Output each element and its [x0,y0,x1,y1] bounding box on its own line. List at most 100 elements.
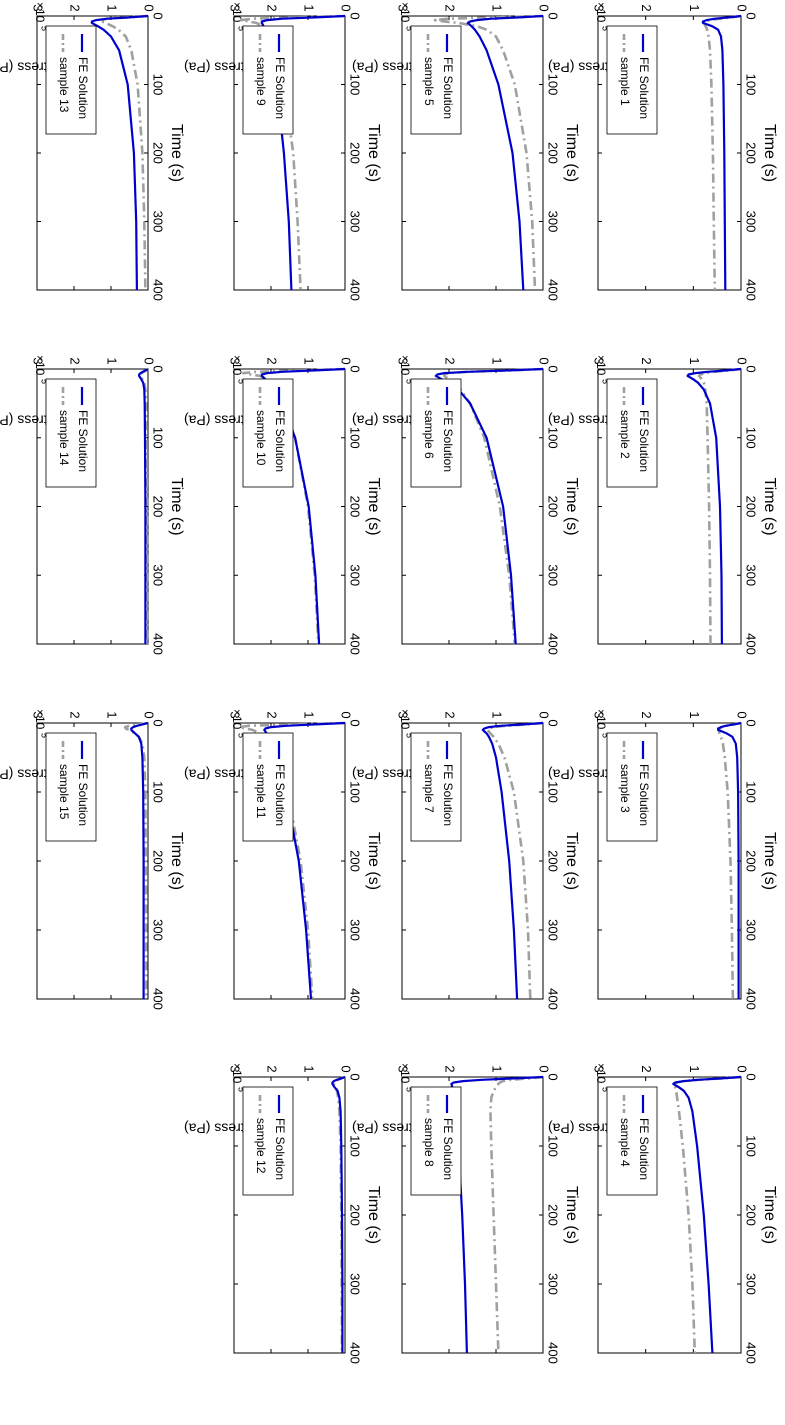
y-multiplier: ×10 5 [33,709,50,738]
series-sample-line [238,721,346,1000]
x-axis-label: Time (s) [365,1186,382,1244]
y-multiplier-base: ×10 [594,709,608,730]
y-multiplier-exp: 5 [237,733,247,738]
x-tick-label: 0 [348,719,363,726]
y-axis-label: Stress (Pa) [548,1120,618,1136]
x-tick-label: 0 [744,719,759,726]
y-tick-label: 3 [592,4,607,11]
y-tick-label: 3 [592,1065,607,1072]
series-fe-line [686,367,742,645]
x-tick-label: 0 [546,12,561,19]
legend-label: sample 15 [57,764,71,820]
x-tick-label: 300 [744,919,759,941]
y-multiplier: ×10 5 [398,355,415,384]
y-tick-label: 0 [537,1065,552,1072]
x-tick-label: 100 [151,427,166,449]
x-tick-label: 300 [348,564,363,586]
y-multiplier-base: ×10 [230,709,244,730]
legend-label: sample 4 [618,1118,632,1167]
x-tick-label: 200 [151,850,166,872]
chart-panel-13: 0 100 200 300 400 0 1 2 3 Time (s) Stress (Pa) ×10 5… [0,2,185,301]
legend: sample 9 FE Solution [242,25,294,135]
y-axis-label: Stress (Pa) [0,412,57,428]
y-multiplier: ×10 5 [33,2,50,31]
x-tick-label: 200 [151,496,166,518]
legend-label: sample 11 [254,764,268,819]
x-axis-label: Time (s) [563,1186,580,1244]
y-axis-label: Stress (Pa) [184,412,254,428]
y-tick-label: 1 [105,711,120,718]
y-multiplier-base: ×10 [398,709,412,730]
series-fe-line [716,721,742,999]
y-tick-label: 2 [68,711,83,718]
legend-label: sample 13 [57,57,71,113]
series-fe-line [331,1075,346,1353]
x-tick-label: 0 [744,1073,759,1080]
y-multiplier: ×10 5 [594,355,611,384]
legend: sample 2 FE Solution [606,378,658,488]
legend-label: sample 3 [618,764,632,813]
y-multiplier: ×10 5 [398,1063,415,1092]
chart-panel-6: 0 100 200 300 400 0 1 2 3 Time (s) Stress (Pa) ×10 5… [352,355,580,655]
chart-panel-9: 0 100 200 300 400 0 1 2 3 Time (s) Stress (Pa) ×10 5… [184,2,382,301]
y-multiplier-exp: 5 [601,1087,611,1092]
y-axis-label: Stress (Pa) [352,766,422,782]
chart-panel-7: 0 100 200 300 400 0 1 2 3 Time (s) Stress (Pa) ×10 5… [352,709,580,1010]
legend-label: FE Solution [76,410,90,472]
x-tick-label: 200 [744,1204,759,1226]
legend-box [410,1086,462,1196]
y-multiplier-exp: 5 [237,1087,247,1092]
legend: sample 7 FE Solution [410,732,462,842]
x-tick-label: 400 [348,633,363,655]
series-fe-line [481,721,544,1000]
y-tick-label: 2 [639,711,654,718]
chart-panel-15: 0 100 200 300 400 0 1 2 3 Time (s) Stress (Pa) ×10 5… [0,709,185,1010]
chart-panel-10: 0 100 200 300 400 0 1 2 3 Time (s) Stress (Pa) ×10 5… [184,355,382,655]
x-tick-label: 200 [348,1204,363,1226]
y-multiplier-exp: 5 [601,733,611,738]
legend: sample 8 FE Solution [410,1086,462,1196]
x-axis-label: Time (s) [563,124,580,182]
legend-label: sample 2 [618,410,632,459]
y-tick-label: 1 [490,711,505,718]
y-multiplier-base: ×10 [33,2,47,23]
y-tick-label: 3 [31,357,46,364]
x-tick-label: 300 [151,919,166,941]
legend-label: FE Solution [637,1118,651,1180]
legend: sample 15 FE Solution [45,732,97,842]
x-tick-label: 100 [744,1135,759,1157]
x-tick-label: 0 [151,12,166,19]
chart-panel-11: 0 100 200 300 400 0 1 2 3 Time (s) Stress (Pa) ×10 5… [184,709,382,1010]
legend-box [45,732,97,842]
x-axis-label: Time (s) [365,832,382,890]
y-tick-label: 1 [302,357,317,364]
x-tick-label: 0 [151,719,166,726]
y-multiplier-exp: 5 [237,26,247,31]
chart-panel-5: 0 100 200 300 400 0 1 2 3 Time (s) Stress (Pa) ×10 5… [352,2,580,301]
x-tick-label: 200 [546,1204,561,1226]
y-tick-label: 2 [639,4,654,11]
x-tick-label: 300 [546,1273,561,1295]
legend-label: FE Solution [637,410,651,472]
y-tick-label: 1 [687,1065,702,1072]
legend-label: sample 6 [422,410,436,459]
chart-panel-1: 0 100 200 300 400 0 1 2 3 Time (s) Stress (Pa) ×10 5… [548,2,778,301]
y-multiplier-base: ×10 [398,2,412,23]
legend-label: FE Solution [637,57,651,119]
x-tick-label: 0 [546,1073,561,1080]
x-tick-label: 100 [546,781,561,803]
x-tick-label: 0 [348,1073,363,1080]
x-tick-label: 300 [546,564,561,586]
y-tick-label: 2 [639,1065,654,1072]
y-tick-label: 0 [339,357,354,364]
y-tick-label: 0 [735,4,750,11]
y-tick-label: 0 [339,4,354,11]
x-tick-label: 0 [151,365,166,372]
y-multiplier-exp: 5 [237,379,247,384]
y-tick-label: 2 [68,4,83,11]
x-tick-label: 400 [546,1342,561,1364]
y-tick-label: 3 [396,711,411,718]
y-multiplier-base: ×10 [230,1063,244,1084]
y-tick-label: 0 [537,357,552,364]
y-tick-label: 0 [735,711,750,718]
